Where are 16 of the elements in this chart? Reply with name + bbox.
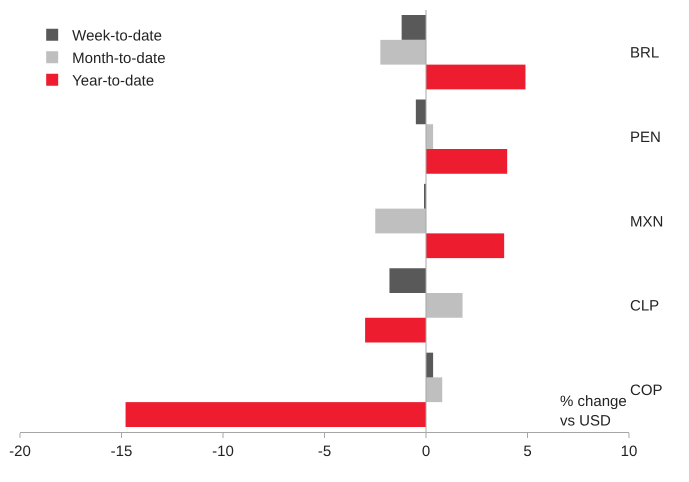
- x-tick-label: 10: [620, 443, 638, 460]
- x-tick-label: -20: [9, 443, 31, 460]
- y-tick-label: CLP: [630, 298, 660, 315]
- x-tick-label: -10: [212, 443, 234, 460]
- y-tick-label: MXN: [630, 213, 664, 230]
- x-tick-label: 0: [422, 443, 430, 460]
- legend-label: Month-to-date: [72, 50, 166, 68]
- x-tick-label: -15: [110, 443, 132, 460]
- y-tick-label: COP: [630, 382, 663, 400]
- x-tick-label: 5: [523, 443, 532, 460]
- y-tick-label: BRL: [630, 44, 660, 62]
- y-tick-label: PEN: [630, 128, 661, 146]
- x-tick-label: -5: [318, 443, 332, 460]
- legend-label: Week-to-date: [72, 28, 162, 45]
- legend-label: Year-to-date: [72, 72, 154, 90]
- annotation: % change vs USD: [560, 393, 627, 430]
